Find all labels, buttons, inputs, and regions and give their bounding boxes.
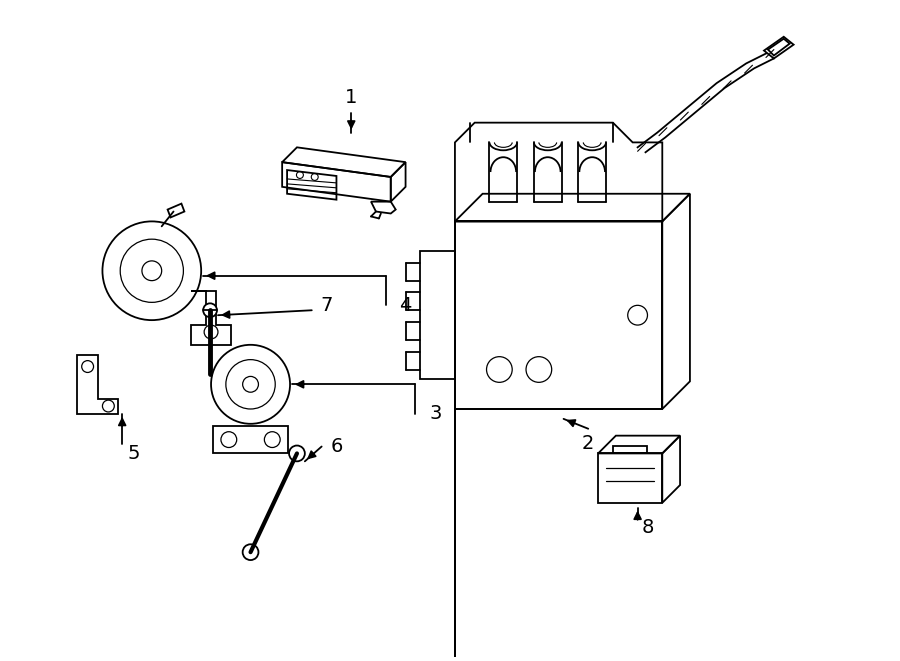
Text: 8: 8 xyxy=(642,518,653,537)
Circle shape xyxy=(243,544,258,560)
Text: 7: 7 xyxy=(320,296,333,315)
Text: 6: 6 xyxy=(330,437,343,456)
Text: 3: 3 xyxy=(429,405,441,424)
Text: 4: 4 xyxy=(400,296,412,315)
Circle shape xyxy=(289,446,305,461)
Text: 2: 2 xyxy=(582,434,594,453)
Text: 1: 1 xyxy=(345,89,357,108)
Text: 5: 5 xyxy=(128,444,140,463)
Circle shape xyxy=(203,303,217,317)
